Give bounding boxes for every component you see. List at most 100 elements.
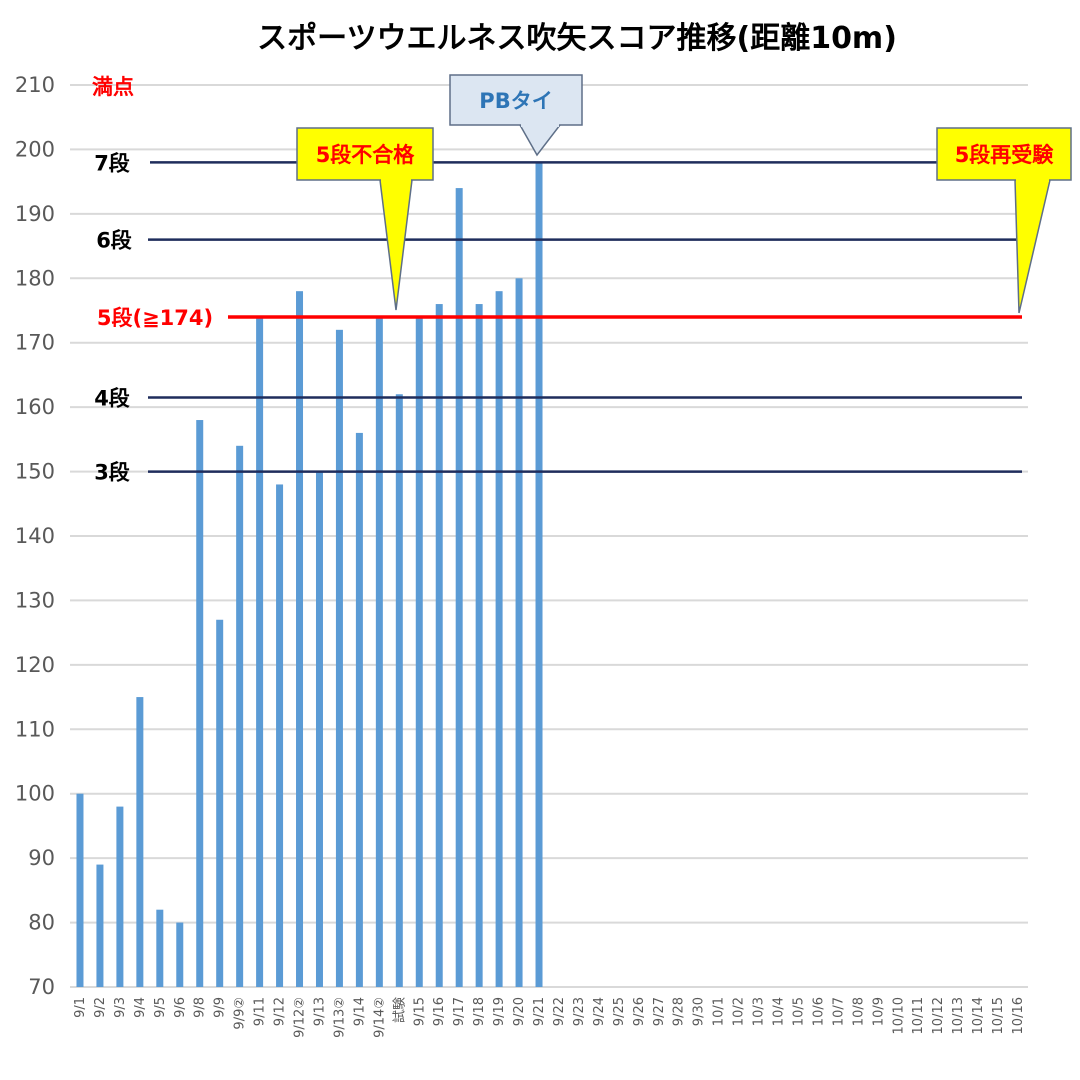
x-tick-label: 9/16 xyxy=(432,997,447,1026)
x-tick-label: 9/12 xyxy=(273,997,288,1026)
bar xyxy=(236,445,244,987)
x-tick-label: 10/14 xyxy=(971,997,986,1034)
x-tick-label: 9/15 xyxy=(412,997,427,1026)
reference-line-label: 7段 xyxy=(94,151,130,175)
bar xyxy=(475,304,483,987)
bar xyxy=(96,864,104,987)
x-tick-label: 9/19 xyxy=(492,997,507,1026)
callout-seam xyxy=(521,123,559,127)
y-tick-label: 170 xyxy=(15,331,55,355)
y-tick-label: 100 xyxy=(15,782,55,806)
x-tick-label: 10/3 xyxy=(752,997,767,1026)
x-tick-label: 9/25 xyxy=(612,997,627,1026)
x-tick-label: 9/5 xyxy=(153,997,168,1018)
x-tick-label: 10/15 xyxy=(991,997,1006,1034)
x-tick-label: 9/13 xyxy=(312,997,327,1026)
reference-line-label: 4段 xyxy=(94,386,130,410)
chart-title: スポーツウエルネス吹矢スコア推移(距離10m) xyxy=(257,21,897,56)
reference-line-label: 3段 xyxy=(94,461,130,485)
callout: 5段不合格 xyxy=(296,127,434,311)
bar xyxy=(315,471,323,988)
x-tick-label: 9/14 xyxy=(352,997,367,1026)
bar xyxy=(116,806,124,987)
x-tick-label: 9/3 xyxy=(113,997,128,1018)
bar xyxy=(296,291,304,988)
bar xyxy=(535,162,543,988)
x-tick-label: 9/26 xyxy=(632,997,647,1026)
bar xyxy=(196,420,204,987)
y-tick-label: 130 xyxy=(15,588,55,612)
x-tick-label: 9/23 xyxy=(572,997,587,1026)
callout-pointer xyxy=(1014,179,1051,314)
reference-line-label: 6段 xyxy=(96,229,132,253)
x-tick-label: 9/24 xyxy=(592,997,607,1026)
y-tick-label: 200 xyxy=(15,137,55,161)
x-tick-label: 10/1 xyxy=(712,997,727,1026)
callout-seam xyxy=(381,178,411,182)
x-tick-label: 10/6 xyxy=(811,997,826,1026)
bar xyxy=(256,316,264,987)
bar xyxy=(515,278,523,987)
x-tick-label: 10/7 xyxy=(831,997,846,1026)
bar xyxy=(455,188,463,988)
bar xyxy=(435,304,443,987)
x-tick-label: 10/9 xyxy=(871,997,886,1026)
y-tick-label: 90 xyxy=(28,846,55,870)
bar xyxy=(136,697,144,987)
x-tick-label: 9/11 xyxy=(253,997,268,1026)
x-tick-label: 10/13 xyxy=(951,997,966,1034)
callout-pointer xyxy=(518,124,562,157)
y-tick-label: 80 xyxy=(28,911,55,935)
x-tick-label: 10/8 xyxy=(851,997,866,1026)
bar xyxy=(216,619,224,987)
callout: 5段再受験 xyxy=(936,127,1072,314)
full-score-label: 満点 xyxy=(92,75,134,99)
callout: PBタイ xyxy=(449,74,583,157)
reference-line-label: 5段(≧174) xyxy=(97,306,213,330)
y-tick-label: 120 xyxy=(15,653,55,677)
bar xyxy=(415,316,423,987)
callout-box xyxy=(449,74,583,126)
x-tick-label: 10/4 xyxy=(772,997,787,1026)
x-tick-label: 9/21 xyxy=(532,997,547,1026)
x-tick-label: 9/6 xyxy=(173,997,188,1018)
x-tick-label: 9/30 xyxy=(692,997,707,1026)
x-tick-label: 9/28 xyxy=(672,997,687,1026)
callout-text: 5段再受験 xyxy=(955,143,1055,167)
reference-lines: 7段 6段 5段(≧174) 4段 3段 満点 xyxy=(92,75,1022,485)
callouts: PBタイ 5段不合格 5段再受験 xyxy=(296,74,1072,314)
x-tick-label: 9/9 xyxy=(213,997,228,1018)
y-tick-label: 110 xyxy=(15,717,55,741)
y-tick-label: 70 xyxy=(28,975,55,999)
x-tick-label: 10/16 xyxy=(1011,997,1026,1034)
x-tick-label: 9/18 xyxy=(472,997,487,1026)
x-tick-label: 9/8 xyxy=(193,997,208,1018)
callout-seam xyxy=(1016,178,1049,182)
x-tick-label: 9/12② xyxy=(293,997,308,1038)
bar xyxy=(375,316,383,987)
y-axis-ticks: 210 200 190 180 170 160 150 140 130 120 110 100 90 80… xyxy=(15,73,55,999)
x-tick-label: 10/10 xyxy=(891,997,906,1034)
callout-text: PBタイ xyxy=(479,89,552,113)
bar xyxy=(176,922,184,987)
y-tick-label: 180 xyxy=(15,266,55,290)
x-tick-label: 9/22 xyxy=(552,997,567,1026)
y-tick-label: 150 xyxy=(15,460,55,484)
x-tick-label: 10/12 xyxy=(931,997,946,1034)
x-tick-label: 9/13② xyxy=(332,997,347,1038)
x-tick-label: 10/11 xyxy=(911,997,926,1034)
y-tick-label: 160 xyxy=(15,395,55,419)
bars xyxy=(76,162,543,988)
bar xyxy=(276,484,284,987)
y-tick-label: 140 xyxy=(15,524,55,548)
bar xyxy=(76,793,84,987)
bar xyxy=(355,432,363,987)
x-tick-label: 9/4 xyxy=(133,997,148,1018)
callout-pointer xyxy=(379,179,413,311)
gridlines xyxy=(70,84,1028,988)
x-tick-label: 9/14② xyxy=(372,997,387,1038)
x-tick-label: 9/27 xyxy=(652,997,667,1026)
bar xyxy=(335,329,343,987)
callout-text: 5段不合格 xyxy=(316,143,416,167)
